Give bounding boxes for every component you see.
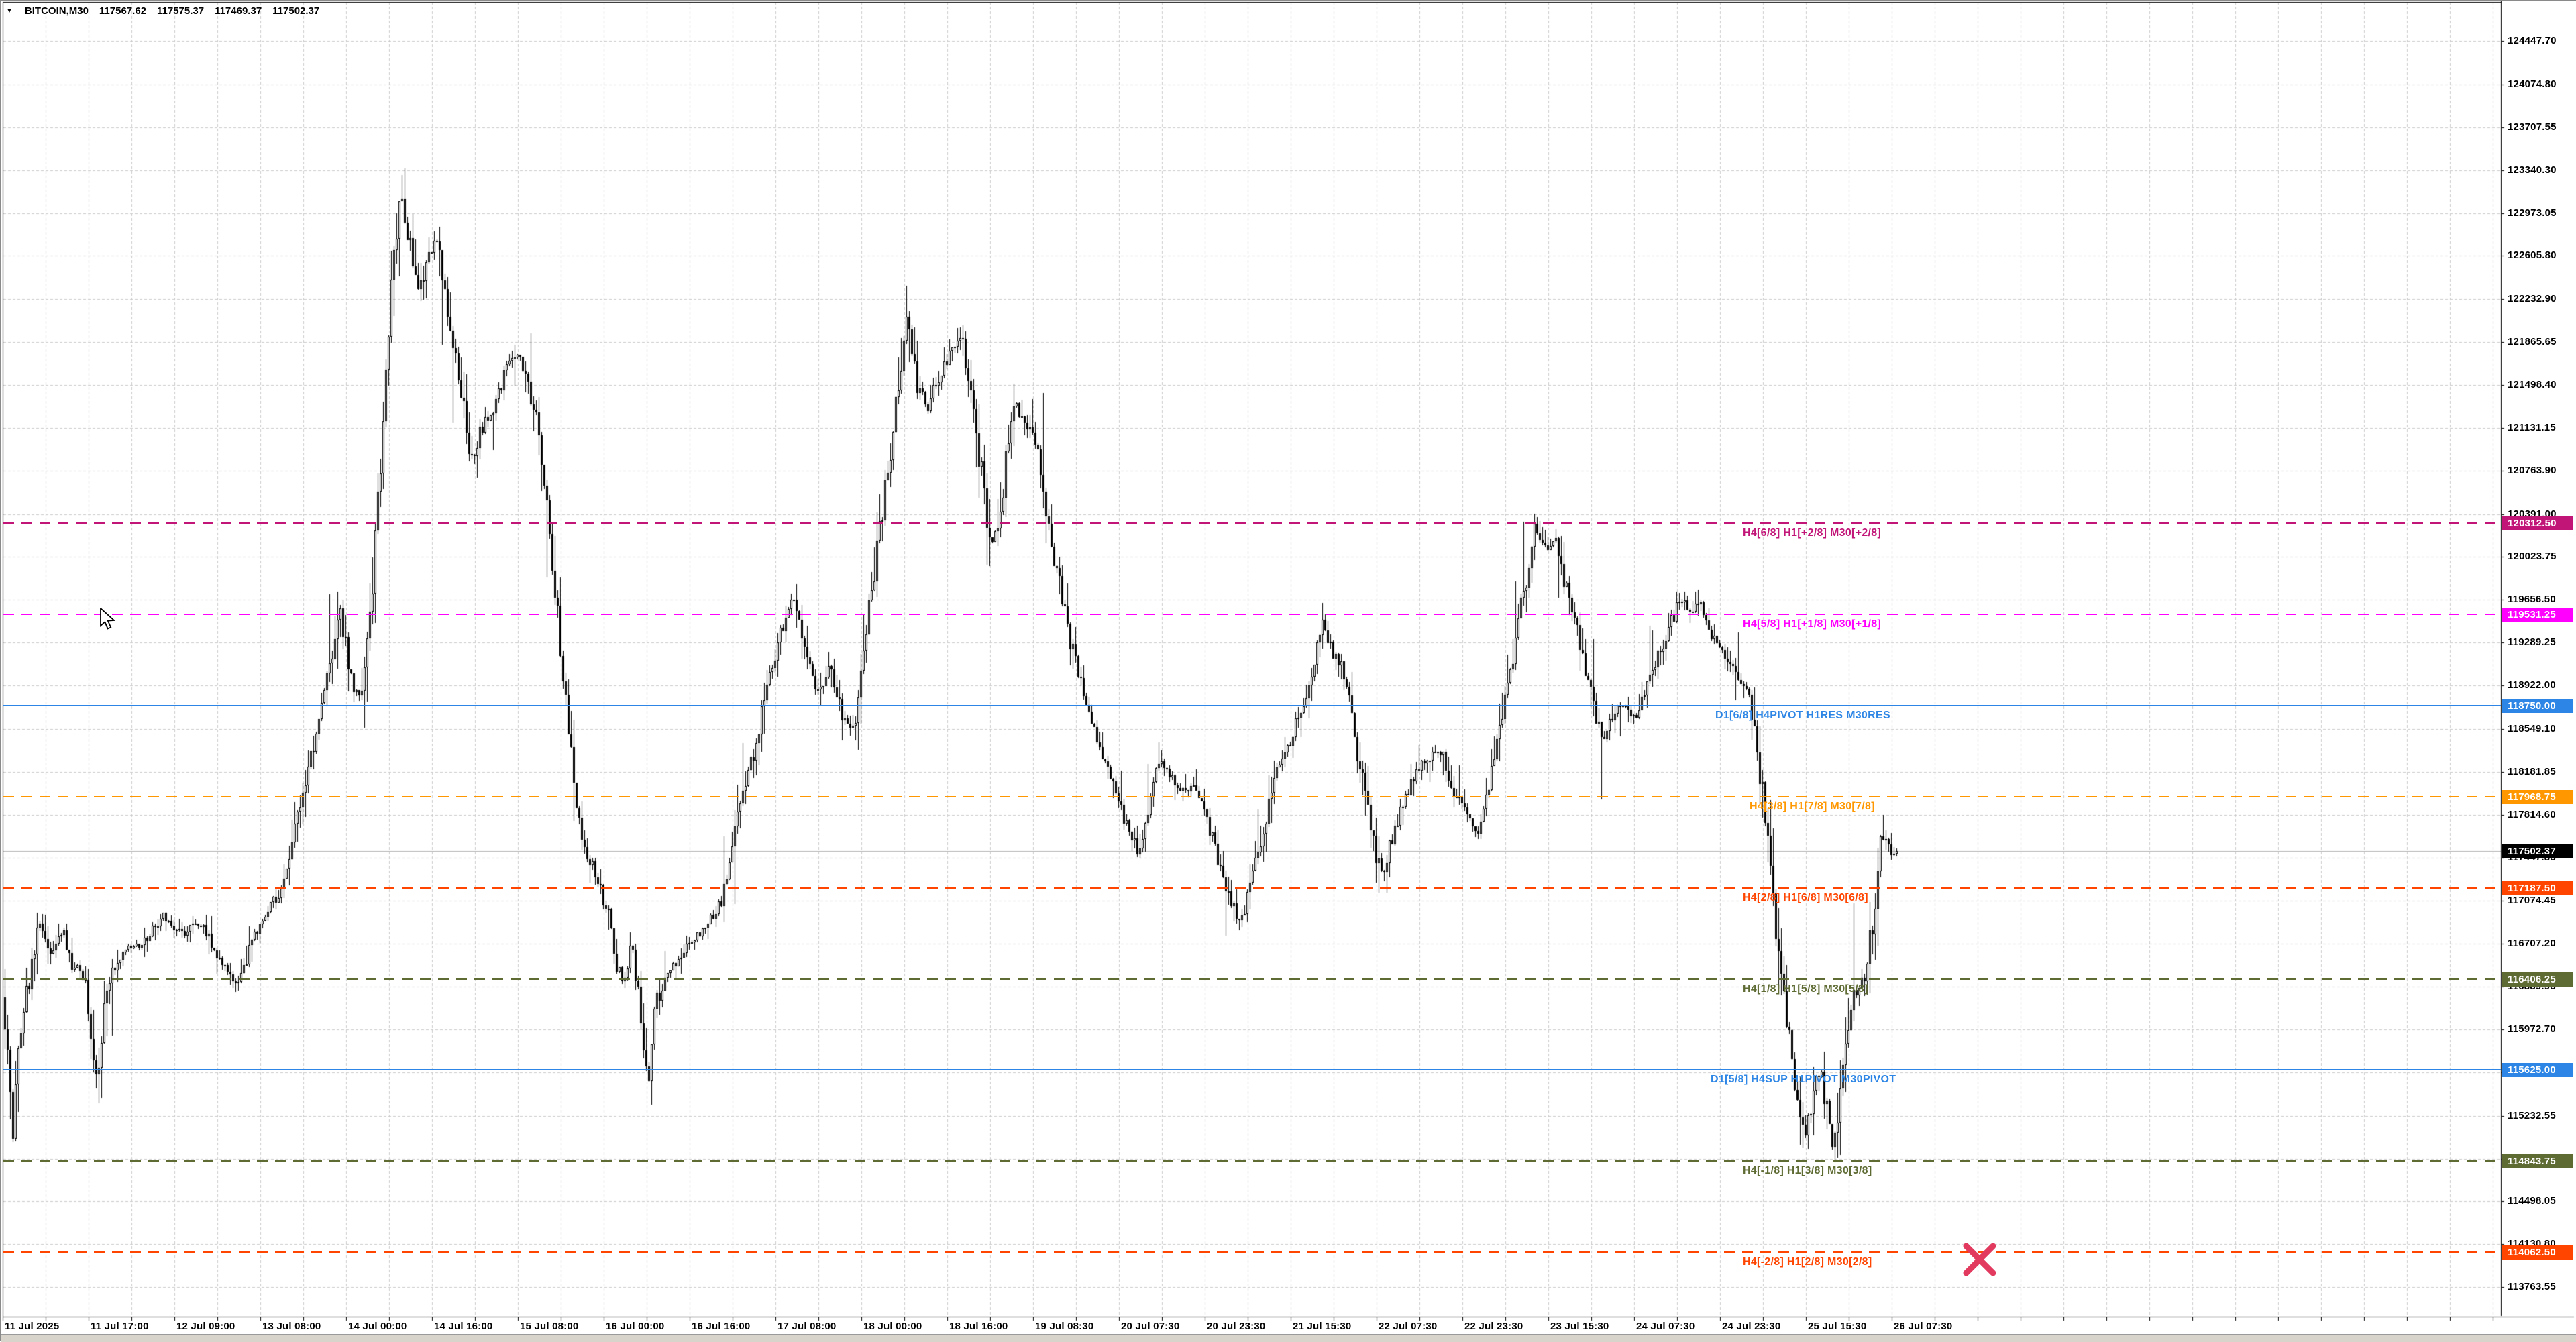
time-axis-label: 13 Jul 08:00 (262, 1321, 321, 1332)
pivot-line[interactable] (3, 887, 2501, 889)
time-axis-label: 18 Jul 00:00 (863, 1321, 922, 1332)
pivot-line-label: D1[6/8] H4PIVOT H1RES M30RES (1715, 710, 1890, 721)
price-axis-label: 115232.55 (2508, 1110, 2556, 1121)
time-axis-label: 19 Jul 08:30 (1035, 1321, 1094, 1332)
pivot-line-label: H4[1/8] H1[5/8] M30[5/8] (1743, 983, 1868, 995)
price-axis-label: 115972.70 (2508, 1023, 2556, 1035)
price-axis-label: 121865.65 (2508, 336, 2557, 347)
time-axis-label: 24 Jul 23:30 (1722, 1321, 1781, 1332)
pivot-line[interactable] (3, 522, 2501, 524)
price-axis-label: 118922.00 (2508, 679, 2556, 691)
time-axis-label: 25 Jul 15:30 (1808, 1321, 1867, 1332)
price-level-badge: 114062.50 (2502, 1245, 2573, 1260)
sell-cross-marker[interactable] (1961, 1241, 1998, 1278)
time-axis-label: 12 Jul 09:00 (176, 1321, 235, 1332)
pivot-line[interactable] (3, 1069, 2501, 1070)
price-axis-label: 124074.80 (2508, 78, 2557, 90)
price-axis-label: 117814.60 (2508, 809, 2556, 820)
price-axis-label: 116707.20 (2508, 938, 2556, 949)
pivot-line-label: H4[5/8] H1[+1/8] M30[+1/8] (1743, 618, 1882, 630)
quote-open: 117567.62 (99, 5, 146, 17)
pivot-line[interactable] (3, 796, 2501, 797)
price-axis-label: 122973.05 (2508, 207, 2557, 219)
pivot-line-label: H4[6/8] H1[+2/8] M30[+2/8] (1743, 527, 1882, 539)
price-axis-label: 120763.90 (2508, 465, 2557, 476)
price-level-badge: 117968.75 (2502, 790, 2573, 804)
window-resize-strip[interactable] (1, 1334, 2576, 1342)
price-axis-label: 122232.90 (2508, 293, 2557, 304)
price-level-badge: 118750.00 (2502, 699, 2573, 713)
price-level-badge: 116406.25 (2502, 972, 2573, 987)
price-axis-label: 117074.45 (2508, 895, 2556, 906)
pivot-line-label: D1[5/8] H4SUP H1PIVOT M30PIVOT (1711, 1074, 1896, 1085)
quote-low: 117469.37 (215, 5, 262, 17)
pivot-line[interactable] (3, 1160, 2501, 1162)
quote-high: 117575.37 (157, 5, 205, 17)
time-axis-label: 17 Jul 08:00 (777, 1321, 837, 1332)
pivot-line[interactable] (3, 705, 2501, 706)
time-axis-label: 20 Jul 23:30 (1207, 1321, 1266, 1332)
price-axis-label: 121131.15 (2508, 422, 2556, 433)
time-axis-label: 16 Jul 16:00 (692, 1321, 751, 1332)
price-axis-label: 119656.50 (2508, 594, 2556, 605)
pivot-line[interactable] (3, 1251, 2501, 1253)
price-axis-label: 120023.75 (2508, 551, 2557, 562)
time-axis-label: 18 Jul 16:00 (949, 1321, 1008, 1332)
pivot-line[interactable] (3, 978, 2501, 980)
time-axis-label: 22 Jul 07:30 (1379, 1321, 1438, 1332)
symbol-dropdown-icon[interactable]: ▼ (6, 7, 13, 15)
price-axis-label: 123707.55 (2508, 121, 2557, 133)
time-axis-label: 23 Jul 15:30 (1550, 1321, 1609, 1332)
pivot-line-label: H4[-2/8] H1[2/8] M30[2/8] (1743, 1256, 1872, 1268)
price-axis-label: 122605.80 (2508, 249, 2557, 261)
price-axis-label: 118181.85 (2508, 766, 2556, 777)
pivot-line[interactable] (3, 614, 2501, 615)
price-level-badge: 120312.50 (2502, 516, 2573, 530)
price-axis-label: 118549.10 (2508, 723, 2556, 734)
price-axis-label: 123340.30 (2508, 164, 2557, 176)
time-axis-label: 26 Jul 07:30 (1894, 1321, 1953, 1332)
time-axis-label: 11 Jul 17:00 (91, 1321, 149, 1332)
time-axis-label: 16 Jul 00:00 (606, 1321, 665, 1332)
time-axis-label: 22 Jul 23:30 (1464, 1321, 1523, 1332)
chart-title-bar: ▼ BITCOIN,M30 117567.62 117575.37 117469… (6, 4, 319, 17)
price-axis-label: 119289.25 (2508, 636, 2556, 648)
price-axis-label: 124447.70 (2508, 35, 2557, 46)
price-axis-label: 114498.05 (2508, 1195, 2556, 1207)
time-axis-label: 24 Jul 07:30 (1636, 1321, 1695, 1332)
time-axis-label: 14 Jul 00:00 (348, 1321, 407, 1332)
price-level-badge: 119531.25 (2502, 608, 2573, 622)
price-level-badge: 115625.00 (2502, 1063, 2573, 1077)
price-level-badge: 117187.50 (2502, 881, 2573, 895)
time-axis-label: 11 Jul 2025 (5, 1321, 60, 1332)
symbol-period-label: BITCOIN,M30 (24, 5, 89, 17)
mouse-cursor-icon (100, 608, 116, 630)
time-axis-label: 21 Jul 15:30 (1293, 1321, 1352, 1332)
current-price-badge: 117502.37 (2502, 844, 2573, 858)
pivot-line-label: H4[2/8] H1[6/8] M30[6/8] (1743, 892, 1868, 903)
price-axis-label: 113763.55 (2508, 1281, 2556, 1292)
time-axis-label: 15 Jul 08:00 (520, 1321, 579, 1332)
quote-close: 117502.37 (272, 5, 320, 17)
time-axis-label: 14 Jul 16:00 (434, 1321, 493, 1332)
price-level-badge: 114843.75 (2502, 1154, 2573, 1168)
time-axis-label: 20 Jul 07:30 (1121, 1321, 1180, 1332)
pivot-line-label: H4[-1/8] H1[3/8] M30[3/8] (1743, 1165, 1872, 1176)
pivot-line-label: H4[3/8] H1[7/8] M30[7/8] (1750, 801, 1875, 812)
price-axis-label: 121498.40 (2508, 379, 2557, 390)
